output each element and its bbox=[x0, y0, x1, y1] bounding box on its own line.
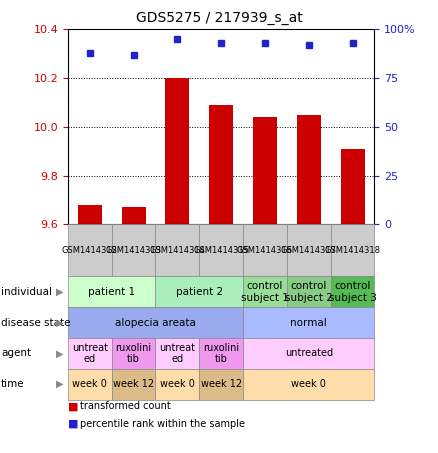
Text: ■: ■ bbox=[68, 419, 78, 429]
Text: week 0: week 0 bbox=[291, 379, 326, 389]
Bar bbox=[209, 105, 233, 224]
Text: patient 2: patient 2 bbox=[176, 287, 223, 297]
Bar bbox=[122, 207, 145, 224]
Text: control
subject 1: control subject 1 bbox=[241, 281, 289, 303]
Bar bbox=[341, 149, 364, 224]
Text: normal: normal bbox=[290, 318, 327, 328]
Text: GSM1414312: GSM1414312 bbox=[62, 246, 118, 255]
Text: untreated: untreated bbox=[285, 348, 333, 358]
Text: ruxolini
tib: ruxolini tib bbox=[203, 342, 239, 364]
Text: week 0: week 0 bbox=[160, 379, 195, 389]
Text: ▶: ▶ bbox=[56, 379, 64, 389]
Text: GSM1414315: GSM1414315 bbox=[193, 246, 249, 255]
Text: ▶: ▶ bbox=[56, 318, 64, 328]
Bar bbox=[166, 78, 190, 224]
Text: transformed count: transformed count bbox=[80, 401, 171, 411]
Bar bbox=[78, 205, 102, 224]
Text: control
subject 2: control subject 2 bbox=[285, 281, 333, 303]
Text: GSM1414317: GSM1414317 bbox=[281, 246, 337, 255]
Text: ruxolini
tib: ruxolini tib bbox=[116, 342, 152, 364]
Text: patient 1: patient 1 bbox=[88, 287, 135, 297]
Text: percentile rank within the sample: percentile rank within the sample bbox=[80, 419, 245, 429]
Text: ■: ■ bbox=[68, 401, 78, 411]
Text: ▶: ▶ bbox=[56, 287, 64, 297]
Text: ▶: ▶ bbox=[56, 348, 64, 358]
Text: agent: agent bbox=[1, 348, 31, 358]
Text: individual: individual bbox=[1, 287, 52, 297]
Text: untreat
ed: untreat ed bbox=[72, 342, 108, 364]
Text: control
subject 3: control subject 3 bbox=[328, 281, 377, 303]
Text: alopecia areata: alopecia areata bbox=[115, 318, 196, 328]
Bar bbox=[253, 117, 277, 224]
Text: GSM1414314: GSM1414314 bbox=[149, 246, 205, 255]
Bar bbox=[297, 115, 321, 224]
Text: week 12: week 12 bbox=[201, 379, 242, 389]
Text: week 0: week 0 bbox=[72, 379, 107, 389]
Text: week 12: week 12 bbox=[113, 379, 154, 389]
Text: disease state: disease state bbox=[1, 318, 71, 328]
Text: GSM1414318: GSM1414318 bbox=[325, 246, 381, 255]
Text: untreat
ed: untreat ed bbox=[159, 342, 195, 364]
Text: time: time bbox=[1, 379, 25, 389]
Text: GSM1414316: GSM1414316 bbox=[237, 246, 293, 255]
Text: GDS5275 / 217939_s_at: GDS5275 / 217939_s_at bbox=[136, 11, 302, 25]
Text: GSM1414313: GSM1414313 bbox=[106, 246, 162, 255]
